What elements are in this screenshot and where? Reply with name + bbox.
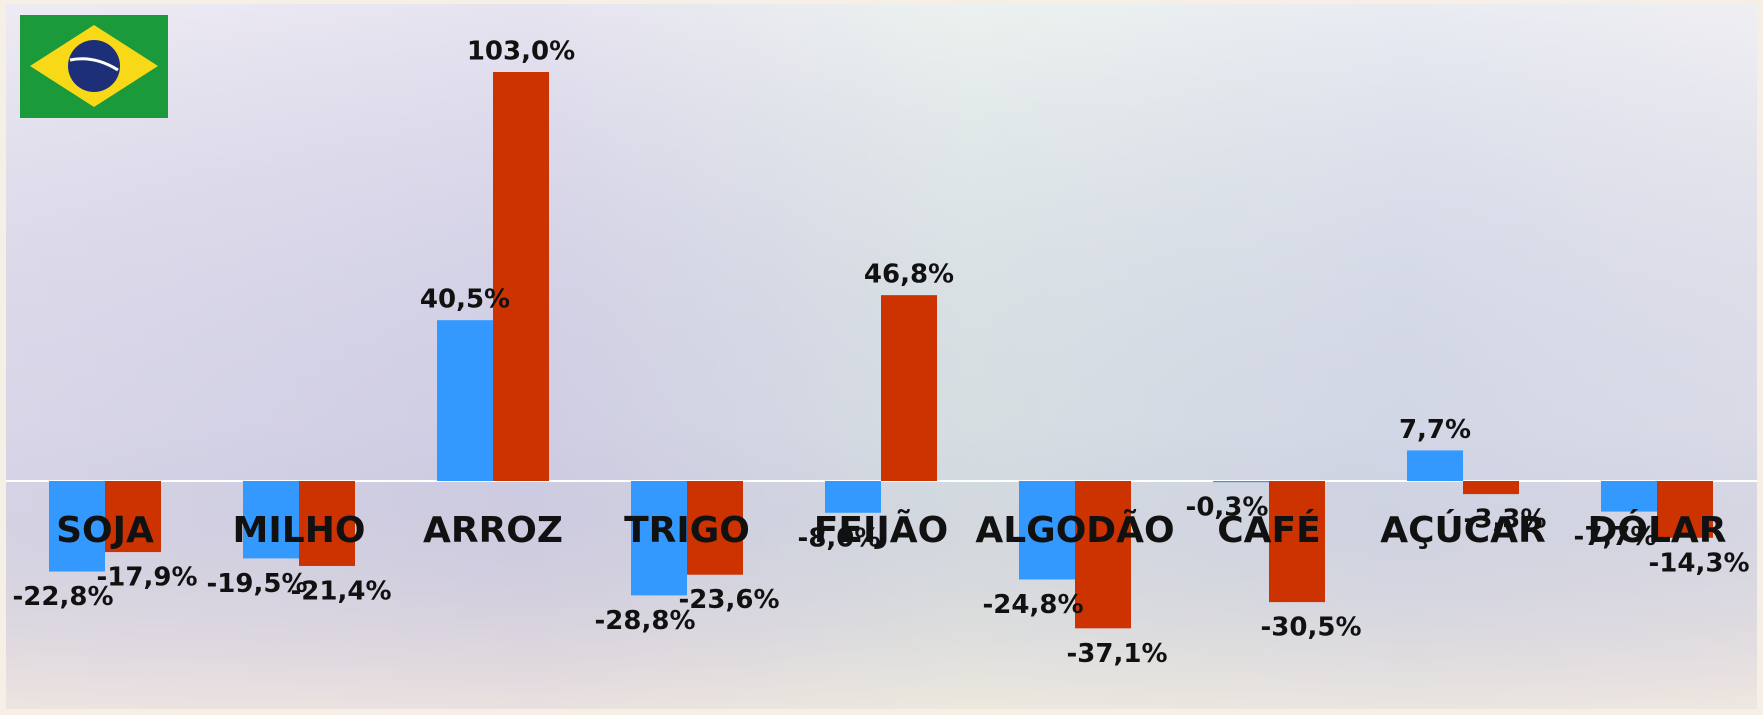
- value-label: -0,3%: [1186, 493, 1269, 523]
- bar: [1463, 481, 1519, 494]
- category-label: TRIGO: [624, 510, 750, 551]
- value-label: -17,9%: [97, 563, 198, 593]
- category-label: ARROZ: [423, 510, 563, 551]
- value-label: 40,5%: [420, 285, 510, 315]
- value-label: -7,7%: [1574, 522, 1657, 552]
- bar: [825, 481, 881, 513]
- value-label: 46,8%: [864, 260, 954, 290]
- value-label: -8,0%: [798, 523, 881, 553]
- bar: [1601, 481, 1657, 512]
- value-label: 103,0%: [467, 37, 575, 67]
- chart: SOJAMILHOARROZTRIGOFEIJÃOALGODÃOCAFÉAÇÚC…: [0, 0, 1763, 715]
- page: SOJAMILHOARROZTRIGOFEIJÃOALGODÃOCAFÉAÇÚC…: [0, 0, 1763, 715]
- value-label: -37,1%: [1067, 639, 1168, 669]
- bar: [1213, 481, 1269, 482]
- value-label: 7,7%: [1399, 415, 1471, 445]
- bar: [1407, 450, 1463, 481]
- value-label: -23,6%: [679, 585, 780, 615]
- value-label: -24,8%: [983, 590, 1084, 620]
- category-label: MILHO: [233, 510, 366, 551]
- value-label: -14,3%: [1649, 548, 1750, 578]
- category-label: SOJA: [56, 510, 154, 551]
- bar: [437, 320, 493, 481]
- value-label: -30,5%: [1261, 613, 1362, 643]
- value-label: -21,4%: [291, 576, 392, 606]
- bar: [881, 295, 937, 481]
- flag: [20, 15, 168, 118]
- bar: [493, 72, 549, 481]
- category-label: ALGODÃO: [975, 509, 1174, 551]
- value-label: -3,3%: [1464, 505, 1547, 535]
